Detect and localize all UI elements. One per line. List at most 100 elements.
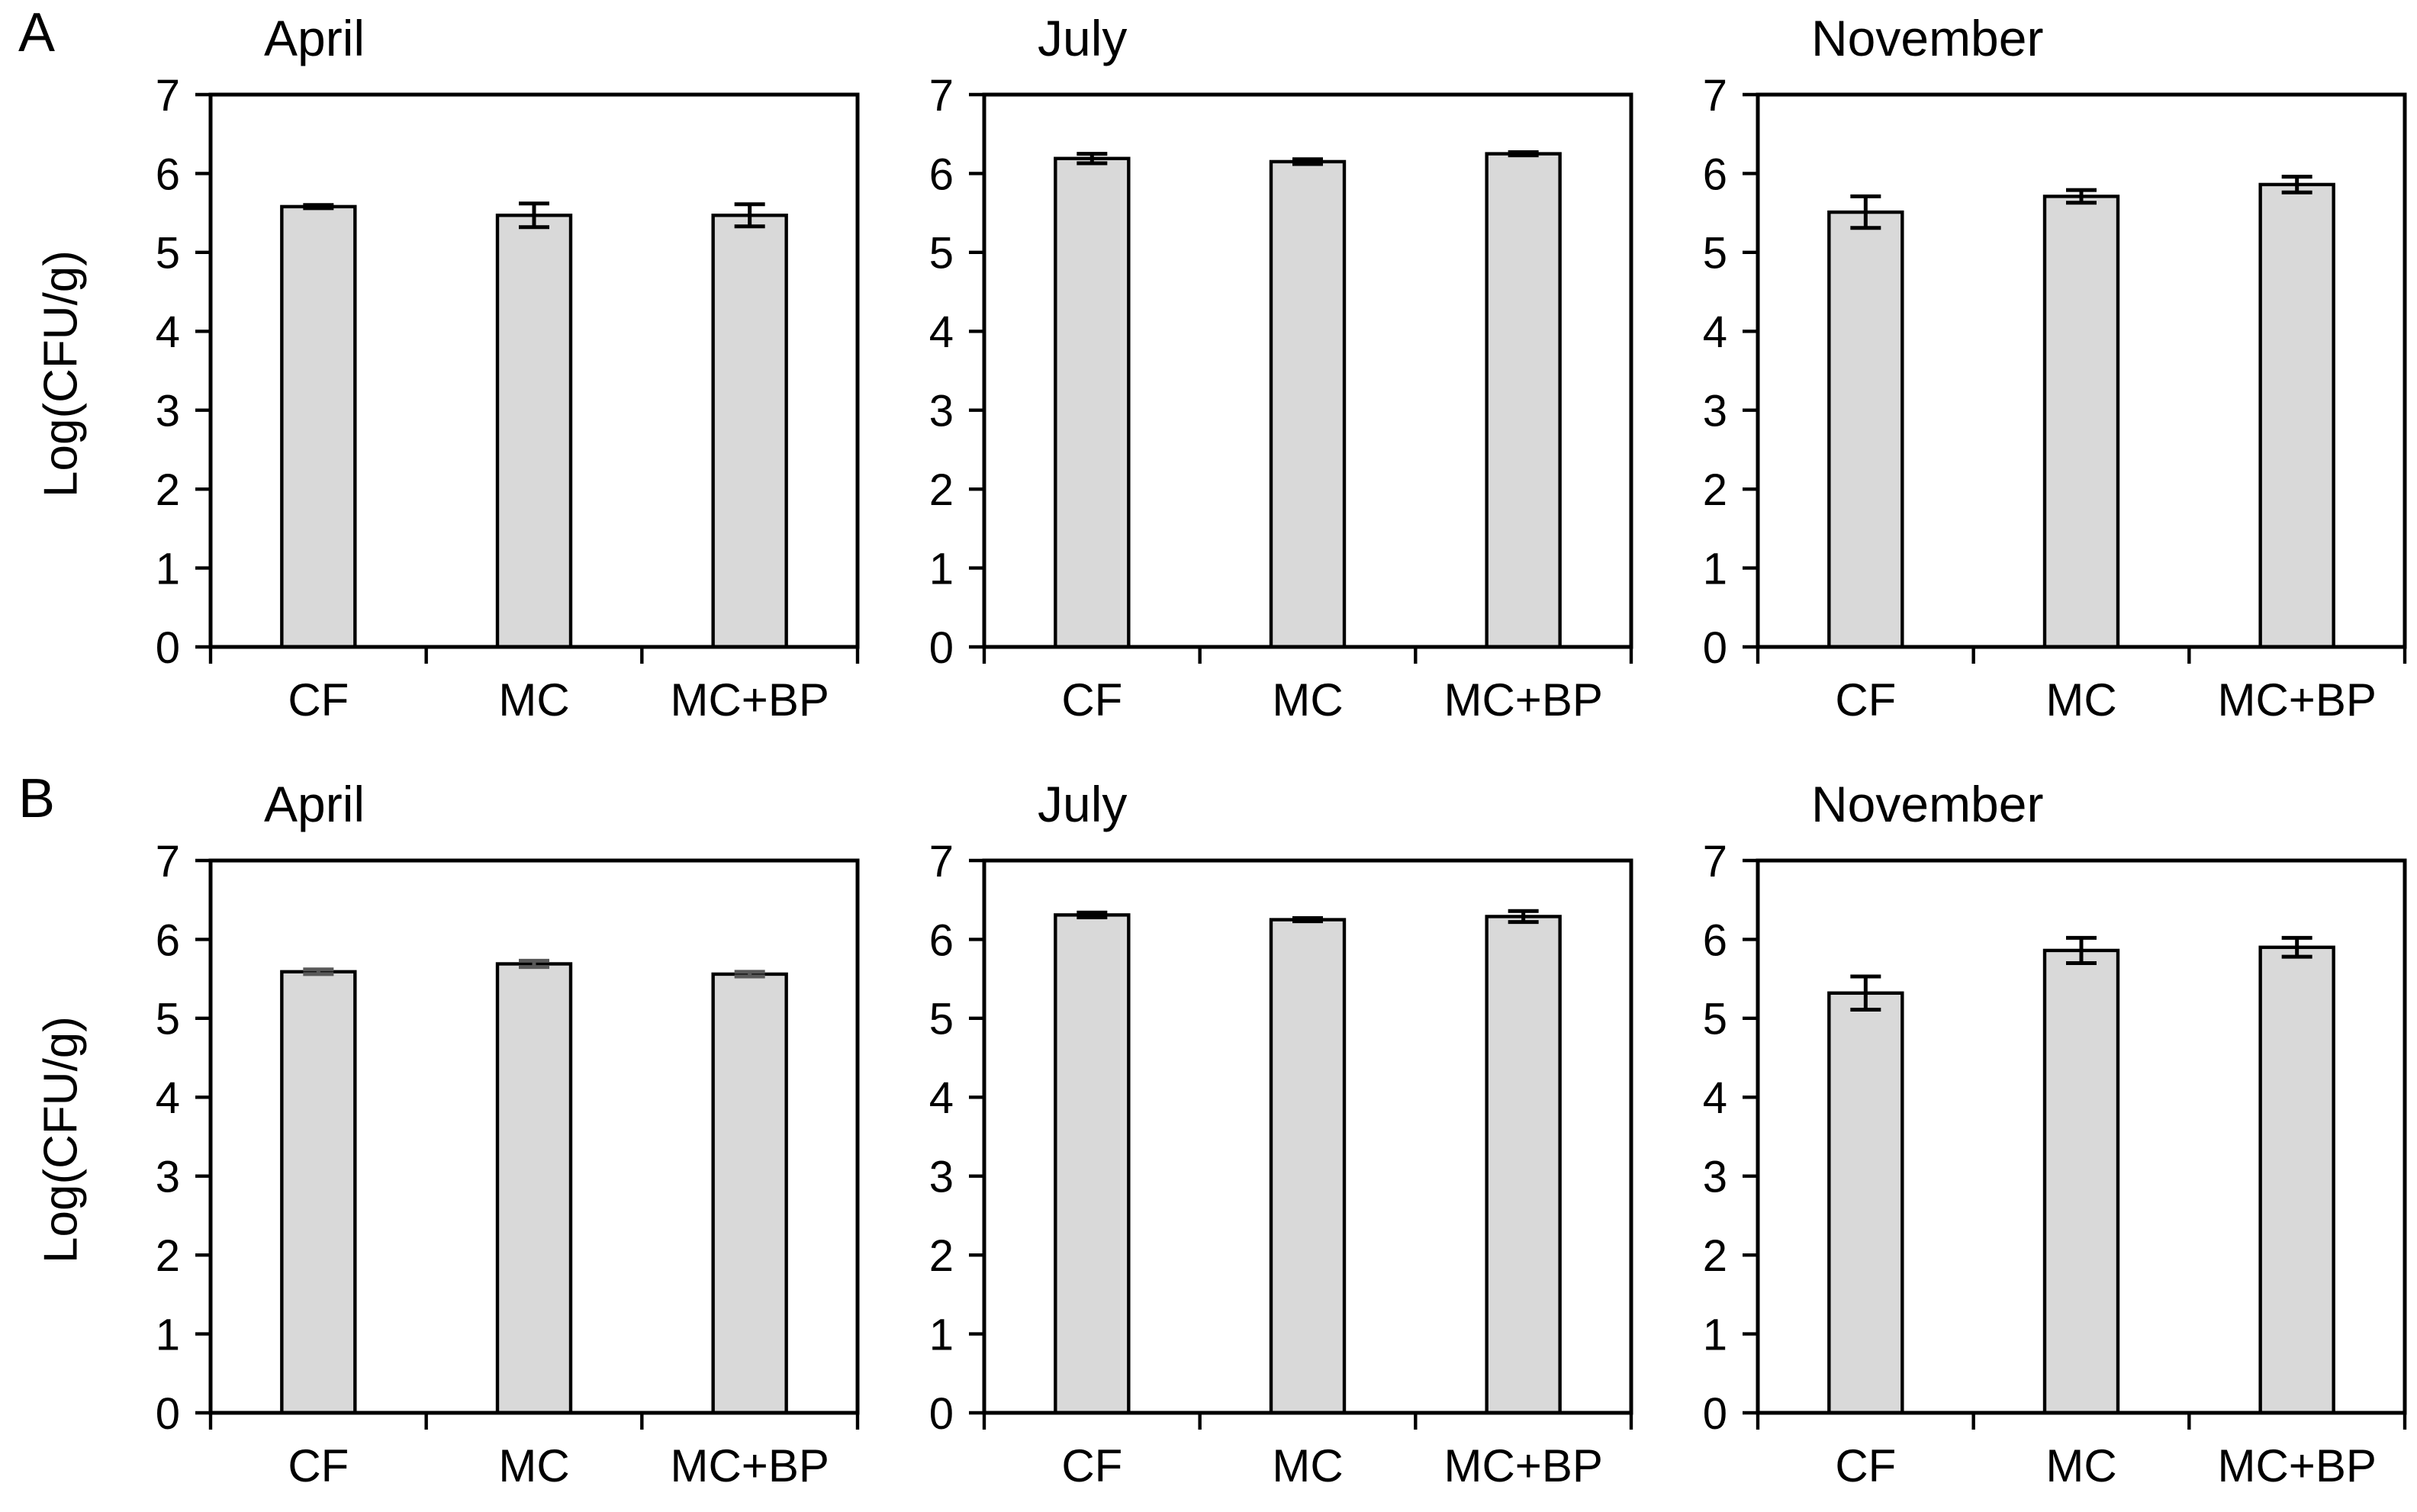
x-category-label: MC+BP — [670, 674, 829, 725]
y-tick-label: 4 — [929, 307, 954, 357]
y-axis-title-a: Log(CFU/g) — [34, 250, 88, 497]
y-tick-label: 4 — [156, 1073, 180, 1123]
y-tick-label: 3 — [929, 1153, 954, 1202]
x-category-label: CF — [288, 674, 349, 725]
bar-CF — [1827, 210, 1904, 649]
y-tick-label: 5 — [929, 995, 954, 1044]
plot-frame — [208, 858, 860, 1415]
y-tick-label: 6 — [1703, 915, 1727, 965]
y-tick-label: 5 — [1703, 229, 1727, 278]
chart-title-a-november: November — [1811, 10, 2044, 66]
x-category-label: MC — [2045, 674, 2116, 725]
x-category-label: MC+BP — [670, 1440, 829, 1491]
plot-frame — [1756, 92, 2407, 649]
y-tick-label: 1 — [929, 544, 954, 594]
y-tick-label: 3 — [929, 387, 954, 436]
bar-MC — [495, 962, 573, 1415]
y-tick-label: 5 — [156, 229, 180, 278]
x-category-label: MC+BP — [1443, 1440, 1602, 1491]
chart-title-b-november: November — [1811, 776, 2044, 832]
y-tick-label: 1 — [1703, 544, 1727, 594]
bar-plot-a-july: 0 1 2 3 4 5 6 7 CF MC MC+BP — [929, 79, 1633, 725]
chart-b-november: November 0 1 2 3 4 5 6 7 CF MC MC+BP — [1671, 766, 2417, 1504]
y-tick-label: 7 — [156, 79, 180, 121]
bar-MC — [1269, 918, 1347, 1415]
panel-a-label: A — [18, 2, 56, 63]
bar-plot-b-april: 0 1 2 3 4 5 6 7 CF MC MC+BP — [156, 845, 860, 1491]
bar-CF — [280, 204, 357, 649]
y-tick-label: 2 — [1703, 465, 1727, 515]
y-tick-label: 4 — [1703, 307, 1727, 357]
x-category-label: MC+BP — [1443, 674, 1602, 725]
y-tick-label: 1 — [156, 1310, 180, 1359]
y-tick-label: 0 — [156, 623, 180, 673]
chart-title-b-april: April — [264, 776, 365, 832]
plot-frame — [982, 92, 1633, 649]
x-category-label: CF — [1061, 1440, 1122, 1491]
bar-MC+BP — [2258, 945, 2335, 1415]
chart-a-april: April 0 1 2 3 4 5 6 7 CF MC MC+BP — [124, 0, 870, 738]
y-tick-label: 4 — [1703, 1073, 1727, 1123]
y-tick-label: 7 — [156, 845, 180, 886]
y-tick-label: 6 — [1703, 150, 1727, 199]
bar-plot-b-november: 0 1 2 3 4 5 6 7 CF MC MC+BP — [1703, 845, 2407, 1491]
y-tick-label: 0 — [1703, 1389, 1727, 1439]
chart-b-april: April 0 1 2 3 4 5 6 7 CF MC MC+BP — [124, 766, 870, 1504]
panel-a: A Log(CFU/g) April 0 1 2 3 4 5 6 7 CF MC MC+BP Jul… — [0, 0, 2417, 738]
bar-plot-a-april: 0 1 2 3 4 5 6 7 CF MC MC+BP — [156, 79, 860, 725]
y-tick-label: 3 — [156, 1153, 180, 1202]
y-tick-label: 6 — [156, 150, 180, 199]
y-tick-label: 3 — [1703, 1153, 1727, 1202]
panel-a-charts: April 0 1 2 3 4 5 6 7 CF MC MC+BP July 0 1 2 3 4 5 6 7 CF M… — [124, 0, 2417, 738]
y-axis-title-b: Log(CFU/g) — [34, 1016, 88, 1263]
x-category-label: MC+BP — [2217, 1440, 2376, 1491]
y-tick-label: 1 — [929, 1310, 954, 1359]
bar-plot-a-november: 0 1 2 3 4 5 6 7 CF MC MC+BP — [1703, 79, 2407, 725]
y-tick-label: 2 — [1703, 1231, 1727, 1281]
y-tick-label: 2 — [929, 465, 954, 515]
x-category-label: MC — [2045, 1440, 2116, 1491]
y-tick-label: 1 — [1703, 1310, 1727, 1359]
y-tick-label: 0 — [929, 1389, 954, 1439]
y-tick-label: 5 — [1703, 995, 1727, 1044]
y-tick-label: 5 — [929, 229, 954, 278]
plot-frame — [1756, 858, 2407, 1415]
plot-frame — [208, 92, 860, 649]
bar-MC+BP — [1485, 152, 1562, 649]
y-tick-label: 5 — [156, 995, 180, 1044]
bar-CF — [280, 970, 357, 1415]
x-category-label: MC — [498, 674, 569, 725]
bar-MC+BP — [1485, 915, 1562, 1415]
x-category-label: MC — [498, 1440, 569, 1491]
y-tick-label: 1 — [156, 544, 180, 594]
plot-frame — [982, 858, 1633, 1415]
x-category-label: MC — [1272, 1440, 1343, 1491]
bar-CF — [1827, 991, 1904, 1415]
chart-b-july: July 0 1 2 3 4 5 6 7 CF MC MC+BP — [897, 766, 1643, 1504]
panel-b: B Log(CFU/g) April 0 1 2 3 4 5 6 7 CF MC MC+BP Jul… — [0, 766, 2417, 1504]
y-tick-label: 4 — [929, 1073, 954, 1123]
x-category-label: MC — [1272, 674, 1343, 725]
chart-a-july: July 0 1 2 3 4 5 6 7 CF MC MC+BP — [897, 0, 1643, 738]
bar-MC+BP — [711, 214, 788, 649]
y-tick-label: 2 — [156, 1231, 180, 1281]
y-tick-label: 7 — [929, 845, 954, 886]
y-tick-label: 6 — [929, 150, 954, 199]
y-tick-label: 2 — [156, 465, 180, 515]
bar-MC+BP — [711, 972, 788, 1415]
bar-MC — [1269, 159, 1347, 649]
y-tick-label: 6 — [156, 915, 180, 965]
bar-MC — [495, 214, 573, 649]
chart-title-a-april: April — [264, 10, 365, 66]
y-tick-label: 2 — [929, 1231, 954, 1281]
x-category-label: CF — [1061, 674, 1122, 725]
y-tick-label: 6 — [929, 915, 954, 965]
y-tick-label: 3 — [1703, 387, 1727, 436]
y-tick-label: 0 — [156, 1389, 180, 1439]
chart-title-b-july: July — [1038, 776, 1128, 832]
panel-b-label: B — [18, 768, 56, 829]
bar-MC — [2042, 948, 2120, 1415]
y-tick-label: 7 — [1703, 845, 1727, 886]
bar-MC+BP — [2258, 182, 2335, 649]
